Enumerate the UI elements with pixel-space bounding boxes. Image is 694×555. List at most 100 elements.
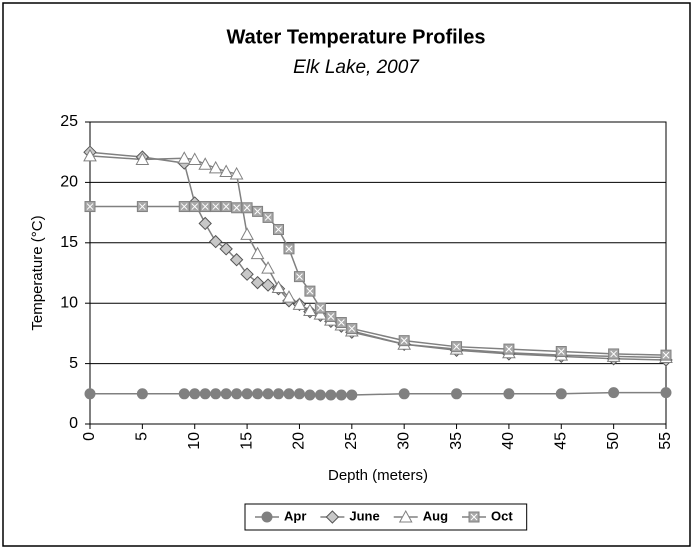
marker — [220, 201, 232, 213]
legend-label: Apr — [284, 508, 306, 523]
marker — [189, 201, 201, 213]
marker-cross — [222, 203, 230, 210]
marker — [346, 323, 358, 335]
marker — [199, 201, 211, 213]
y-tick-label: 0 — [69, 415, 78, 432]
marker — [84, 388, 96, 400]
x-tick-label: 10 — [186, 432, 203, 450]
marker-cross — [180, 203, 188, 210]
marker — [241, 388, 253, 400]
marker — [325, 389, 337, 401]
marker — [398, 335, 410, 347]
marker-cross — [139, 203, 146, 210]
marker — [187, 152, 202, 165]
marker-cross — [275, 226, 282, 233]
marker — [210, 201, 222, 213]
x-tick-label: 20 — [291, 432, 308, 450]
marker-cross — [400, 337, 408, 345]
chart-title: Water Temperature Profiles — [227, 26, 486, 48]
marker — [555, 388, 567, 400]
y-tick-label: 5 — [69, 355, 78, 372]
x-tick-label: 15 — [238, 432, 255, 450]
y-axis-label: Temperature (°C) — [29, 215, 46, 330]
marker — [178, 388, 190, 400]
marker — [189, 388, 201, 400]
marker — [136, 201, 148, 213]
marker — [325, 310, 337, 322]
marker-cross — [264, 214, 272, 221]
marker — [313, 307, 328, 320]
marker — [398, 388, 410, 400]
marker — [503, 388, 515, 400]
marker — [660, 349, 672, 361]
marker — [220, 388, 232, 400]
marker — [273, 388, 285, 400]
marker-cross — [243, 204, 251, 212]
marker-cross — [233, 204, 240, 212]
marker-cross — [505, 345, 513, 353]
marker — [283, 388, 295, 400]
marker-cross — [337, 319, 345, 326]
marker — [219, 242, 233, 256]
marker — [314, 302, 326, 314]
marker — [250, 275, 265, 290]
marker — [273, 224, 285, 236]
x-axis-label: Depth (meters) — [328, 467, 428, 484]
marker — [231, 388, 243, 400]
marker — [250, 246, 265, 260]
marker — [271, 280, 286, 293]
marker — [198, 216, 212, 231]
marker — [283, 243, 295, 255]
y-tick-label: 20 — [60, 174, 78, 191]
legend-label: Oct — [491, 508, 513, 523]
marker-cross — [212, 203, 220, 210]
marker-cross — [348, 325, 356, 332]
marker-cross — [317, 304, 324, 312]
marker — [555, 346, 567, 358]
y-tick-label: 15 — [60, 234, 78, 251]
marker — [303, 303, 317, 316]
marker — [346, 389, 358, 401]
marker — [660, 387, 672, 399]
marker — [231, 202, 243, 214]
x-tick-label: 0 — [81, 432, 98, 441]
marker — [229, 253, 244, 267]
marker — [240, 227, 254, 240]
marker — [335, 389, 347, 401]
x-tick-label: 5 — [134, 432, 151, 441]
marker — [199, 388, 211, 400]
marker-cross — [610, 350, 617, 358]
plot-area — [89, 121, 667, 425]
marker — [135, 152, 150, 165]
marker — [219, 164, 233, 178]
marker — [136, 388, 148, 400]
y-tick-label: 10 — [60, 294, 78, 311]
marker-cross — [306, 287, 314, 295]
marker-cross — [557, 348, 565, 355]
marker — [261, 511, 273, 523]
marker-cross — [327, 313, 335, 320]
x-tick-label: 45 — [552, 432, 569, 450]
marker-cross — [191, 203, 199, 210]
legend: Apr June Aug Oct — [244, 503, 528, 531]
marker — [293, 388, 305, 400]
marker — [261, 278, 275, 292]
marker — [468, 511, 480, 523]
marker — [208, 160, 223, 174]
marker-cross — [254, 208, 261, 215]
marker-cross — [296, 273, 303, 280]
marker — [240, 267, 254, 281]
marker-cross — [285, 245, 293, 253]
marker — [608, 387, 620, 399]
marker — [451, 388, 463, 400]
chart-subtitle: Elk Lake, 2007 — [293, 57, 420, 78]
marker — [241, 202, 253, 214]
marker — [304, 389, 316, 401]
marker — [304, 285, 316, 297]
x-tick-label: 55 — [657, 432, 674, 450]
x-tick-label: 25 — [343, 432, 360, 450]
marker — [608, 348, 620, 360]
marker — [262, 388, 274, 400]
marker-cross — [201, 203, 209, 210]
